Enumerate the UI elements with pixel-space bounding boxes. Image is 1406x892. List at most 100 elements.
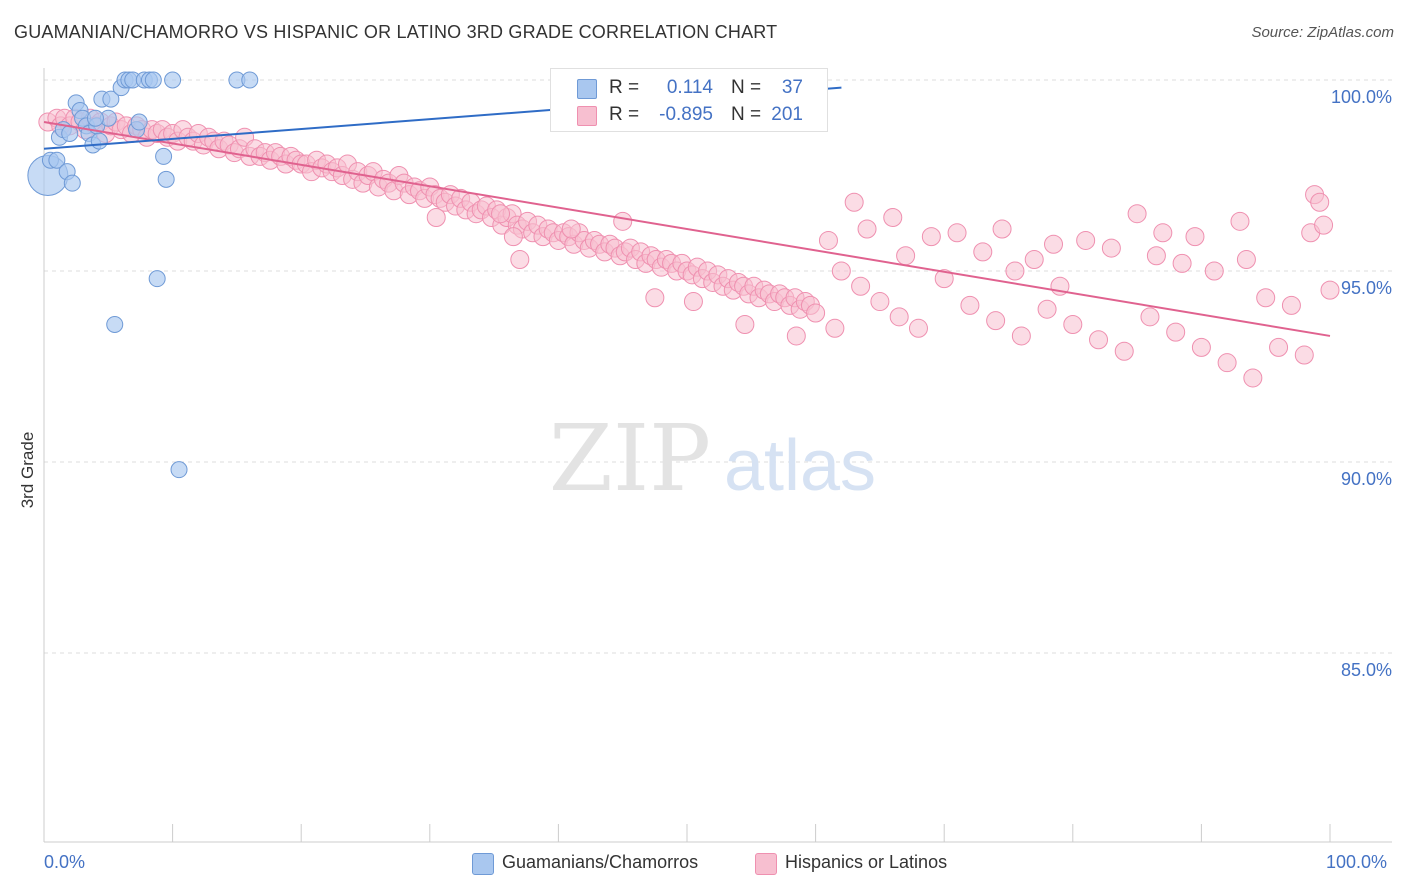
watermark-atlas: atlas	[724, 426, 876, 506]
guamanian-point	[241, 71, 259, 89]
hispanic-point	[1191, 337, 1211, 357]
hispanic-point	[1044, 234, 1064, 254]
hispanic-point	[857, 219, 877, 239]
hispanic-point	[1037, 299, 1057, 319]
guamanian-point	[106, 315, 124, 333]
hispanic-point	[851, 276, 871, 296]
hispanic-point	[883, 208, 903, 228]
hispanic-point	[1256, 288, 1276, 308]
hispanic-point	[960, 295, 980, 315]
legend-n-label: N =	[731, 77, 762, 98]
hispanic-point	[1005, 261, 1025, 281]
guamanian-point	[148, 270, 166, 288]
legend-r-label: R =	[609, 104, 640, 125]
hispanic-point	[806, 303, 826, 323]
hispanic-point	[1230, 211, 1250, 231]
hispanic-point	[1320, 280, 1340, 300]
legend-row-guamanian: R = 0.114 N = 37	[551, 75, 827, 103]
hispanic-point	[825, 318, 845, 338]
hispanic-point	[986, 311, 1006, 331]
hispanic-point	[1011, 326, 1031, 346]
hispanic-point	[908, 318, 928, 338]
guamanian-point	[130, 113, 148, 131]
x-tick-label-max: 100.0%	[1326, 852, 1388, 872]
hispanic-point	[844, 192, 864, 212]
hispanic-point	[896, 246, 916, 266]
hispanic-point	[818, 230, 838, 250]
guamanian-point	[90, 132, 108, 150]
bottom-legend-swatch-guamanian	[472, 853, 494, 875]
hispanic-point	[921, 227, 941, 247]
hispanic-point	[1127, 204, 1147, 224]
hispanic-point	[1114, 341, 1134, 361]
hispanic-point	[1294, 345, 1314, 365]
hispanic-point	[786, 326, 806, 346]
hispanic-point	[947, 223, 967, 243]
hispanic-point	[831, 261, 851, 281]
legend-swatch-guamanian	[577, 79, 597, 99]
hispanic-point	[1172, 253, 1192, 273]
hispanic-point	[561, 219, 581, 239]
chart-title: GUAMANIAN/CHAMORRO VS HISPANIC OR LATINO…	[14, 22, 778, 42]
guamanian-point	[157, 170, 175, 188]
hispanic-point	[1076, 230, 1096, 250]
hispanic-point	[1089, 330, 1109, 350]
guamanian-point	[144, 71, 162, 89]
y-tick-label-90: 90.0%	[1340, 469, 1392, 489]
y-tick-label-95: 95.0%	[1340, 278, 1392, 298]
hispanic-point	[1310, 192, 1330, 212]
bottom-legend-label-guamanian: Guamanians/Chamorros	[502, 852, 699, 872]
hispanic-point	[1063, 314, 1083, 334]
hispanic-point	[1140, 307, 1160, 327]
bottom-legend-swatch-hispanic	[755, 853, 777, 875]
hispanic-point	[889, 307, 909, 327]
guamanian-point	[63, 174, 81, 192]
legend-r-value: -0.895	[659, 104, 713, 125]
hispanic-point	[1314, 215, 1334, 235]
correlation-legend: R = 0.114 N = 37 R = -0.895 N = 201	[550, 68, 828, 132]
guamanian-point	[102, 90, 120, 108]
legend-n-label: N =	[731, 104, 762, 125]
y-tick-label-85: 85.0%	[1340, 660, 1392, 680]
guamanian-point	[164, 71, 182, 89]
hispanic-point	[510, 250, 530, 270]
guamanian-point	[155, 147, 173, 165]
hispanic-point	[934, 269, 954, 289]
legend-r-label: R =	[609, 77, 640, 98]
legend-n-value: 37	[781, 77, 803, 98]
legend-n-value: 201	[771, 104, 803, 125]
hispanic-point	[1185, 227, 1205, 247]
legend-row-hispanic: R = -0.895 N = 201	[551, 102, 827, 130]
hispanic-point	[1204, 261, 1224, 281]
hispanic-point	[1024, 250, 1044, 270]
hispanic-point	[870, 292, 890, 312]
hispanic-point	[1166, 322, 1186, 342]
hispanic-point	[683, 292, 703, 312]
hispanic-point	[426, 208, 446, 228]
hispanic-point	[613, 211, 633, 231]
legend-swatch-hispanic	[577, 106, 597, 126]
hispanic-point	[973, 242, 993, 262]
source-label: Source: ZipAtlas.com	[1251, 24, 1394, 41]
guamanian-point	[86, 109, 104, 127]
hispanic-point	[503, 227, 523, 247]
hispanic-point	[1101, 238, 1121, 258]
hispanic-point	[1243, 368, 1263, 388]
bottom-legend-label-hispanic: Hispanics or Latinos	[785, 852, 948, 872]
hispanic-point	[1269, 337, 1289, 357]
x-tick-label-min: 0.0%	[44, 852, 86, 872]
guamanian-point	[170, 461, 188, 479]
hispanic-point	[1236, 250, 1256, 270]
hispanic-point	[1217, 353, 1237, 373]
guamanian-point	[48, 151, 66, 169]
hispanic-point	[1146, 246, 1166, 266]
hispanic-point	[645, 288, 665, 308]
hispanic-point	[1153, 223, 1173, 243]
watermark-zip: ZIP	[549, 405, 711, 512]
hispanic-point	[992, 219, 1012, 239]
hispanic-point	[735, 314, 755, 334]
hispanic-point	[491, 204, 511, 224]
y-tick-label-100: 100.0%	[1330, 87, 1392, 107]
hispanic-point	[1281, 295, 1301, 315]
